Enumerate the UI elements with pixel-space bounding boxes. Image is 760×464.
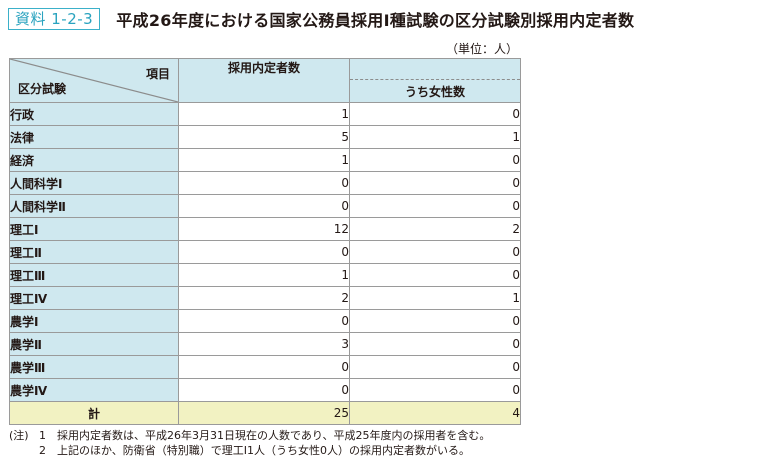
document-number-tag: 資料 1-2-3 [8, 8, 101, 30]
offers-count: 1 [178, 148, 350, 172]
female-count: 0 [349, 378, 521, 402]
table-row: 農学Ⅱ 3 0 [9, 332, 521, 356]
diagonal-line [10, 59, 178, 102]
table-row: 人間科学Ⅱ 0 0 [9, 194, 521, 218]
offers-count: 12 [178, 217, 350, 241]
offers-count: 0 [178, 240, 350, 264]
row-label: 経済 [9, 148, 179, 172]
total-row: 計 25 4 [9, 401, 521, 425]
row-label: 理工Ⅲ [9, 263, 179, 287]
footnotes: (注) 1 採用内定者数は、平成26年3月31日現在の人数であり、平成25年度内… [9, 428, 490, 458]
table-row: 農学Ⅳ 0 0 [9, 378, 521, 402]
table-row: 法律 5 1 [9, 125, 521, 149]
offers-count: 2 [178, 286, 350, 310]
table-row: 理工Ⅳ 2 1 [9, 286, 521, 310]
footnote-mark: (注) [9, 429, 29, 442]
table-row: 経済 1 0 [9, 148, 521, 172]
row-label: 法律 [9, 125, 179, 149]
table-row: 行政 1 0 [9, 102, 521, 126]
total-label: 計 [9, 401, 179, 425]
corner-item-label: 項目 [145, 67, 170, 81]
col-header-female: うち女性数 [349, 79, 521, 103]
row-label: 理工Ⅱ [9, 240, 179, 264]
female-count: 0 [349, 240, 521, 264]
footnote-number: 2 [39, 444, 46, 457]
corner-header-cell: 項目 区分試験 [9, 58, 179, 103]
unit-label: （単位：人） [445, 42, 518, 56]
recruitment-table: 項目 区分試験 採用内定者数 うち女性数 行政 1 0 法律 5 1 経済 1 0 人間科学Ⅰ 0 0… [9, 58, 521, 425]
offers-count: 0 [178, 171, 350, 195]
row-label: 農学Ⅰ [9, 309, 179, 333]
row-label: 理工Ⅳ [9, 286, 179, 310]
table-row: 理工Ⅰ 12 2 [9, 217, 521, 241]
table-row: 理工Ⅲ 1 0 [9, 263, 521, 287]
row-label: 人間科学Ⅱ [9, 194, 179, 218]
female-count: 1 [349, 286, 521, 310]
female-count: 0 [349, 332, 521, 356]
female-count: 2 [349, 217, 521, 241]
footnote-number: 1 [39, 429, 46, 442]
row-label: 人間科学Ⅰ [9, 171, 179, 195]
total-offers-count: 25 [178, 401, 350, 425]
offers-count: 0 [178, 355, 350, 379]
table-row: 農学Ⅰ 0 0 [9, 309, 521, 333]
footnote-2: 2 上記のほか、防衛省（特別職）で理工Ⅰ1人（うち女性0人）の採用内定者数がいる… [9, 443, 490, 458]
offers-count: 3 [178, 332, 350, 356]
female-count: 0 [349, 194, 521, 218]
female-count: 0 [349, 355, 521, 379]
female-count: 0 [349, 171, 521, 195]
offers-count: 1 [178, 102, 350, 126]
row-label: 農学Ⅱ [9, 332, 179, 356]
female-count: 0 [349, 309, 521, 333]
row-label: 行政 [9, 102, 179, 126]
female-count: 0 [349, 148, 521, 172]
row-label: 理工Ⅰ [9, 217, 179, 241]
offers-count: 5 [178, 125, 350, 149]
total-female-count: 4 [349, 401, 521, 425]
table-row: 人間科学Ⅰ 0 0 [9, 171, 521, 195]
offers-count: 0 [178, 194, 350, 218]
row-label: 農学Ⅳ [9, 378, 179, 402]
row-label: 農学Ⅲ [9, 355, 179, 379]
col-header-spacer [349, 58, 521, 80]
document-title: 平成26年度における国家公務員採用Ⅰ種試験の区分試験別採用内定者数 [116, 11, 635, 30]
offers-count: 0 [178, 378, 350, 402]
document-header: 資料 1-2-3 平成26年度における国家公務員採用Ⅰ種試験の区分試験別採用内定… [8, 6, 634, 32]
footnote-1: (注) 1 採用内定者数は、平成26年3月31日現在の人数であり、平成25年度内… [9, 428, 490, 443]
offers-count: 1 [178, 263, 350, 287]
col-header-offers: 採用内定者数 [178, 58, 350, 103]
table-header-row: 項目 区分試験 採用内定者数 [9, 58, 521, 103]
corner-category-label: 区分試験 [18, 82, 67, 96]
table-row: 農学Ⅲ 0 0 [9, 355, 521, 379]
female-count: 0 [349, 102, 521, 126]
table-row: 理工Ⅱ 0 0 [9, 240, 521, 264]
footnote-text: 採用内定者数は、平成26年3月31日現在の人数であり、平成25年度内の採用者を含… [57, 429, 491, 442]
footnote-text: 上記のほか、防衛省（特別職）で理工Ⅰ1人（うち女性0人）の採用内定者数がいる。 [57, 444, 471, 457]
female-count: 1 [349, 125, 521, 149]
offers-count: 0 [178, 309, 350, 333]
female-count: 0 [349, 263, 521, 287]
table-subheader-row: うち女性数 [10, 79, 521, 103]
